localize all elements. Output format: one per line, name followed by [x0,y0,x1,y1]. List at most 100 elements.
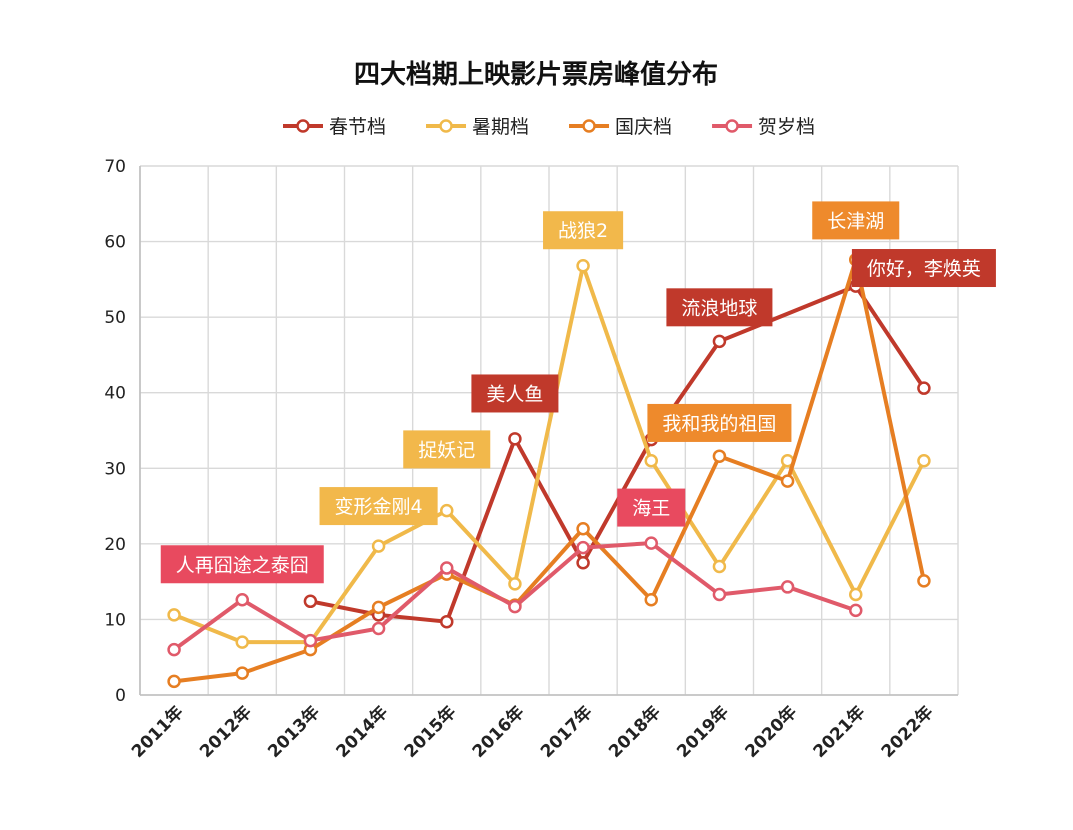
y-tick-label: 50 [104,308,126,328]
data-point [440,561,454,575]
y-tick-label: 20 [104,535,126,555]
x-tick-label: 2014年 [332,702,392,762]
data-point [371,539,386,553]
x-tick-label: 2020年 [741,702,801,762]
x-tick-label: 2019年 [673,702,733,762]
data-point [508,599,522,614]
x-tick-label: 2021年 [809,702,869,762]
annotation-text: 海王 [632,498,670,520]
annotation-text: 人再囧途之泰囧 [176,554,309,576]
data-point [235,666,249,680]
data-point [167,642,181,657]
annotation-text: 流浪地球 [681,297,757,319]
annotation-label: 你好，李焕英 [851,249,996,288]
y-tick-label: 60 [104,233,126,253]
annotation-text: 变形金刚4 [335,496,423,518]
annotation-text: 战狼2 [558,220,608,242]
series-2 [167,259,931,649]
data-point [303,633,318,648]
legend-item-2: 暑期档 [426,116,529,138]
y-tick-label: 10 [104,610,126,630]
annotation-text: 长津湖 [827,210,884,232]
data-point [712,334,727,349]
data-point [644,593,658,607]
annotation-label: 人再囧途之泰囧 [160,545,324,584]
y-axis: 0 10 20 30 40 50 60 70 [104,157,126,706]
annotation-box [647,403,792,442]
x-tick-label: 2012年 [195,702,255,762]
annotation-label: 海王 [617,488,686,527]
x-tick-label: 2013年 [264,702,324,762]
annotation-text: 捉妖记 [418,439,475,461]
annotation-text: 我和我的祖国 [662,413,776,435]
data-point [235,593,249,607]
annotation-box [160,545,324,584]
annotation-label: 我和我的祖国 [647,403,792,442]
x-axis: 2011年 2012年 2013年 2014年 2015年 2016年 2017年 2018年… [127,702,937,762]
data-point [712,449,727,463]
data-point [167,674,181,689]
data-point [780,474,795,488]
annotation-text: 你好，李焕英 [867,258,981,280]
annotation-label: 流浪地球 [666,288,773,327]
data-point [712,559,727,574]
data-point [644,453,658,468]
annotation-box [403,430,491,469]
y-tick-label: 30 [104,459,126,479]
legend-label: 贺岁档 [758,116,815,138]
data-point [576,556,590,570]
annotation-label: 美人鱼 [471,374,559,413]
chart-title: 四大档期上映影片票房峰值分布 [354,60,718,90]
data-point [371,600,386,615]
data-point [576,259,590,273]
annotation-box [617,488,686,527]
annotation-box [666,288,773,327]
series-line [172,257,926,684]
data-point [167,608,181,622]
series-1 [303,279,931,629]
x-tick-label: 2016年 [468,702,528,762]
data-point [371,621,386,636]
x-tick-label: 2015年 [400,702,460,762]
annotation-label: 战狼2 [543,211,624,250]
annotation-text: 美人鱼 [486,383,543,405]
series-4 [167,536,863,657]
annotation-box [851,249,996,288]
legend-item-1: 春节档 [283,116,386,138]
data-point [576,521,590,536]
annotation-box [319,487,438,526]
y-tick-label: 70 [104,157,126,177]
data-point [303,594,318,609]
legend-marker [725,119,739,133]
legend-marker [582,119,596,133]
data-point [917,574,931,588]
data-point [508,577,522,591]
legend-item-4: 贺岁档 [712,116,815,138]
data-point [780,580,795,594]
annotation-box [471,374,559,413]
data-point [712,587,727,602]
chart-legend: 春节档 暑期档 国庆档 贺岁档 [283,116,815,138]
annotation-label: 捉妖记 [403,430,491,469]
annotation-label: 长津湖 [812,201,900,240]
data-point [440,503,454,518]
annotation-box [812,201,900,240]
annotation-box [543,211,624,250]
series-line [172,263,926,645]
legend-label: 国庆档 [615,116,672,138]
legend-marker [439,119,453,133]
x-tick-label: 2022年 [877,702,937,762]
x-tick-label: 2018年 [604,702,664,762]
data-point [440,614,454,629]
legend-item-3: 国庆档 [569,116,672,138]
x-tick-label: 2011年 [127,702,187,762]
legend-label: 暑期档 [472,116,529,138]
y-tick-label: 0 [115,686,126,706]
data-point [917,453,931,468]
data-point [235,635,249,649]
data-point [508,432,522,446]
data-point [644,536,658,550]
data-point [849,587,863,602]
